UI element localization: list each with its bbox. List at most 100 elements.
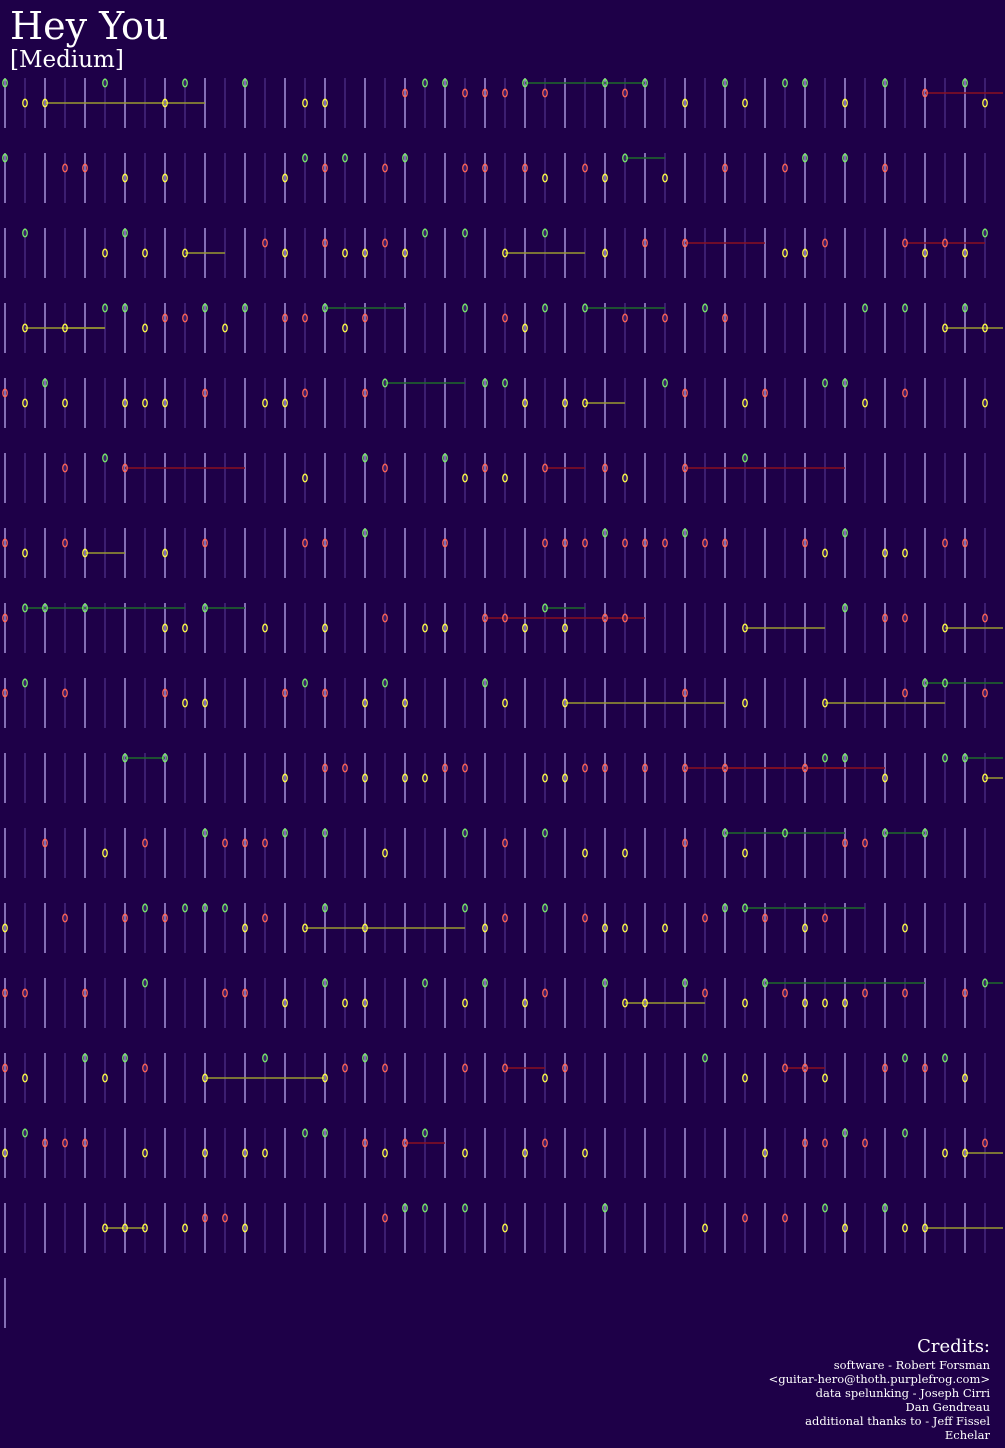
note [622, 473, 628, 483]
note [722, 763, 728, 773]
note [522, 78, 528, 88]
note [702, 988, 708, 998]
note [962, 1148, 968, 1158]
note [422, 978, 428, 988]
note [582, 398, 588, 408]
note [982, 1138, 988, 1148]
note [682, 763, 688, 773]
note [422, 1203, 428, 1213]
note [322, 303, 328, 313]
note [282, 173, 288, 183]
note [802, 78, 808, 88]
note [402, 153, 408, 163]
note [902, 988, 908, 998]
note [962, 303, 968, 313]
note [822, 378, 828, 388]
note [662, 378, 668, 388]
note [382, 238, 388, 248]
note [902, 1128, 908, 1138]
note [362, 773, 368, 783]
note [862, 988, 868, 998]
note [402, 248, 408, 258]
note [642, 998, 648, 1008]
note [222, 903, 228, 913]
note [462, 1063, 468, 1073]
note [202, 538, 208, 548]
note [482, 163, 488, 173]
note [442, 453, 448, 463]
note [342, 248, 348, 258]
note [962, 753, 968, 763]
note [722, 78, 728, 88]
note [182, 248, 188, 258]
note [402, 88, 408, 98]
note [322, 623, 328, 633]
note [702, 913, 708, 923]
note [602, 173, 608, 183]
note [682, 463, 688, 473]
note [282, 773, 288, 783]
note [102, 303, 108, 313]
note [522, 1148, 528, 1158]
note [802, 1138, 808, 1148]
note [142, 398, 148, 408]
note [202, 303, 208, 313]
note [542, 173, 548, 183]
note [602, 613, 608, 623]
note [782, 248, 788, 258]
note [122, 463, 128, 473]
note [862, 398, 868, 408]
note [22, 603, 28, 613]
note [802, 998, 808, 1008]
note [362, 1138, 368, 1148]
note [322, 903, 328, 913]
note [22, 98, 28, 108]
note [802, 1063, 808, 1073]
note [142, 978, 148, 988]
note [362, 388, 368, 398]
note [662, 538, 668, 548]
note [122, 398, 128, 408]
note [922, 828, 928, 838]
note [622, 848, 628, 858]
note [2, 923, 8, 933]
note [62, 538, 68, 548]
note [742, 998, 748, 1008]
note [502, 838, 508, 848]
note [622, 613, 628, 623]
note [622, 153, 628, 163]
note [142, 903, 148, 913]
note [382, 678, 388, 688]
note [842, 838, 848, 848]
note [582, 848, 588, 858]
note [842, 1128, 848, 1138]
note [762, 1148, 768, 1158]
note [422, 78, 428, 88]
note [882, 828, 888, 838]
note [402, 773, 408, 783]
note [282, 248, 288, 258]
note [362, 528, 368, 538]
note [502, 248, 508, 258]
note [202, 828, 208, 838]
note [182, 78, 188, 88]
note [242, 1148, 248, 1158]
note [822, 753, 828, 763]
note [782, 78, 788, 88]
note [122, 303, 128, 313]
note [162, 753, 168, 763]
note [942, 1053, 948, 1063]
note [642, 763, 648, 773]
note [442, 623, 448, 633]
note [602, 923, 608, 933]
note [322, 163, 328, 173]
note [602, 248, 608, 258]
note [982, 978, 988, 988]
note [322, 763, 328, 773]
note [262, 913, 268, 923]
note [582, 763, 588, 773]
note [22, 1073, 28, 1083]
note [502, 1063, 508, 1073]
note [682, 528, 688, 538]
credit-line: software - Robert Forsman [833, 1358, 990, 1372]
